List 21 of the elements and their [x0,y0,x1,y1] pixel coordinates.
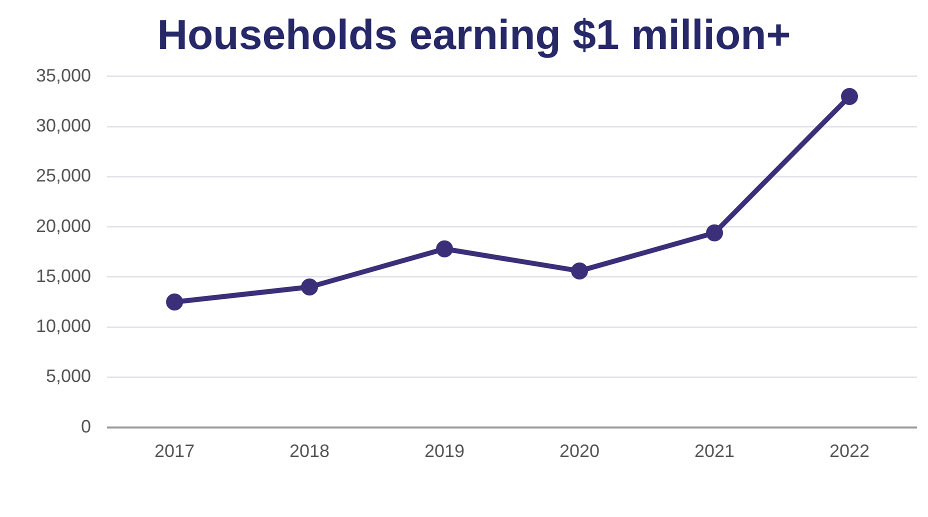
x-tick-label: 2021 [694,441,735,462]
chart-title: Households earning $1 million+ [157,10,791,58]
point [166,294,184,311]
y-tick-label: 30,000 [36,116,92,136]
point [706,224,724,242]
y-tick-label: 5,000 [46,366,92,386]
y-tick-label: 0 [81,416,92,436]
point [436,240,454,258]
point [841,88,858,105]
x-tick-label: 2020 [560,441,600,462]
y-tick-label: 20,000 [36,216,92,236]
y-tick-label: 25,000 [36,166,92,186]
point [571,262,588,280]
x-tick-label: 2017 [154,441,195,462]
x-tick-label: 2022 [829,441,870,462]
y-tick-label: 35,000 [36,65,92,86]
y-tick-label: 15,000 [36,266,92,286]
x-tick-label: 2018 [290,441,330,462]
point [301,278,318,296]
y-tick-label: 10,000 [36,316,92,336]
x-tick-label: 2019 [424,441,465,462]
